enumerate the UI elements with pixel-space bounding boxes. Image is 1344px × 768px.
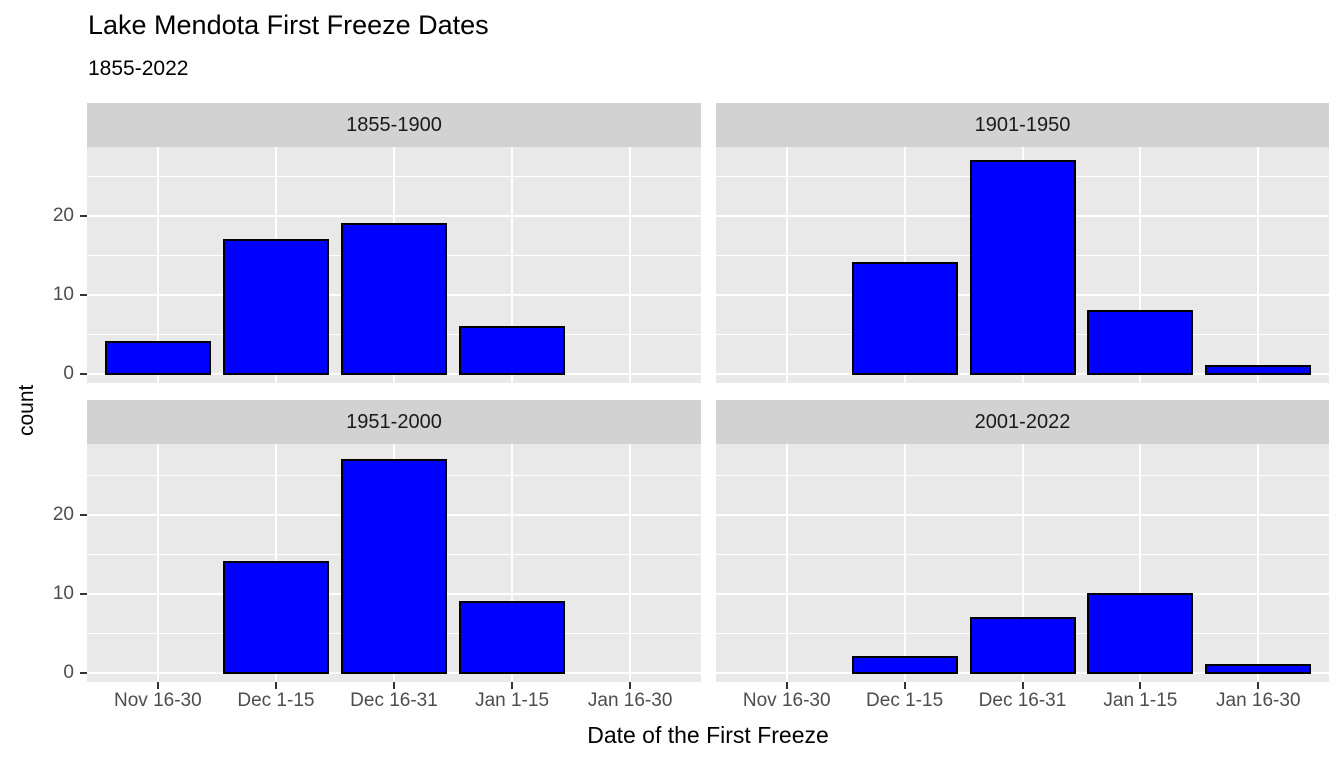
facet-label: 1951-2000 xyxy=(346,410,442,433)
facet-label: 1901-1950 xyxy=(974,113,1071,136)
y-axis-tick xyxy=(80,672,87,674)
bar xyxy=(341,459,447,674)
bar xyxy=(105,341,211,375)
gridline-x-major xyxy=(156,147,159,383)
x-axis-tick-label: Dec 1-15 xyxy=(237,690,315,711)
bar xyxy=(852,656,958,674)
x-axis-tick xyxy=(511,682,514,689)
y-axis-tick xyxy=(80,514,87,516)
x-axis-tick-label: Nov 16-30 xyxy=(114,690,202,711)
y-axis-tick xyxy=(80,373,87,375)
x-axis-tick-label: Dec 1-15 xyxy=(866,690,944,711)
bar xyxy=(223,561,329,674)
y-axis-tick-label: 10 xyxy=(52,284,74,305)
gridline-y-major xyxy=(716,593,1329,595)
x-axis-tick-label: Jan 1-15 xyxy=(475,690,550,711)
bar xyxy=(459,601,565,674)
x-axis-tick xyxy=(156,682,159,689)
x-axis-tick xyxy=(274,682,277,689)
x-axis-tick-label: Nov 16-30 xyxy=(742,690,831,711)
y-axis-tick xyxy=(80,593,87,595)
gridline-x-major xyxy=(1139,444,1142,682)
gridline-x-major xyxy=(785,147,788,383)
gridline-x-major xyxy=(629,444,632,682)
gridline-y-minor xyxy=(716,475,1329,476)
facet-panel xyxy=(87,444,701,682)
gridline-x-major xyxy=(511,444,514,682)
gridline-x-major xyxy=(785,444,788,682)
x-axis-tick-label: Jan 16-30 xyxy=(1216,690,1301,711)
gridline-x-major xyxy=(629,147,632,383)
facet-label: 1855-1900 xyxy=(346,113,442,136)
facet-strip: 1855-1900 xyxy=(87,103,701,147)
y-axis-tick-label: 20 xyxy=(52,504,74,525)
x-axis-tick-label: Jan 16-30 xyxy=(587,690,673,711)
facet-strip: 2001-2022 xyxy=(716,400,1329,444)
bar xyxy=(970,160,1076,375)
x-axis-tick xyxy=(629,682,632,689)
gridline-x-major xyxy=(1021,444,1024,682)
gridline-x-major xyxy=(156,444,159,682)
y-axis-tick-label: 20 xyxy=(52,205,74,226)
gridline-x-major xyxy=(511,147,514,383)
gridline-x-major xyxy=(903,444,906,682)
x-axis-title: Date of the First Freeze xyxy=(587,722,829,748)
facet-strip: 1951-2000 xyxy=(87,400,701,444)
bar xyxy=(1087,593,1193,674)
bar xyxy=(970,617,1076,674)
x-axis-tick-label: Dec 16-31 xyxy=(350,690,438,711)
y-axis-tick-label: 10 xyxy=(52,583,74,604)
bar xyxy=(459,326,565,375)
x-axis-tick xyxy=(785,682,788,689)
y-axis-tick-label: 0 xyxy=(63,662,74,683)
bar xyxy=(341,223,447,375)
bar xyxy=(223,239,329,375)
x-axis-tick xyxy=(393,682,395,689)
y-axis-tick-label: 0 xyxy=(63,363,74,384)
facet-panel xyxy=(716,444,1329,682)
x-axis-tick xyxy=(903,682,906,689)
chart-title: Lake Mendota First Freeze Dates xyxy=(88,10,489,40)
gridline-x-major xyxy=(1257,147,1260,383)
facet-panel xyxy=(87,147,701,383)
bar xyxy=(1205,365,1311,375)
y-axis-tick xyxy=(80,215,87,217)
y-axis-tick xyxy=(80,294,87,296)
chart-subtitle: 1855-2022 xyxy=(88,57,189,80)
facet-panel xyxy=(716,147,1329,383)
x-axis-tick xyxy=(1257,682,1260,689)
gridline-y-major xyxy=(87,215,701,217)
facet-strip: 1901-1950 xyxy=(716,103,1329,147)
facet-label: 2001-2022 xyxy=(974,410,1071,433)
gridline-x-major xyxy=(1257,444,1260,682)
gridline-y-minor xyxy=(87,176,701,177)
bar xyxy=(852,262,958,375)
gridline-y-minor xyxy=(716,554,1329,555)
bar xyxy=(1205,664,1311,674)
x-axis-tick xyxy=(1139,682,1142,689)
gridline-x-major xyxy=(1139,147,1142,383)
x-axis-tick-label: Dec 16-31 xyxy=(978,690,1067,711)
gridline-y-major xyxy=(716,514,1329,516)
x-axis-tick xyxy=(1021,682,1024,689)
x-axis-tick-label: Jan 1-15 xyxy=(1103,690,1178,711)
bar xyxy=(1087,310,1193,375)
